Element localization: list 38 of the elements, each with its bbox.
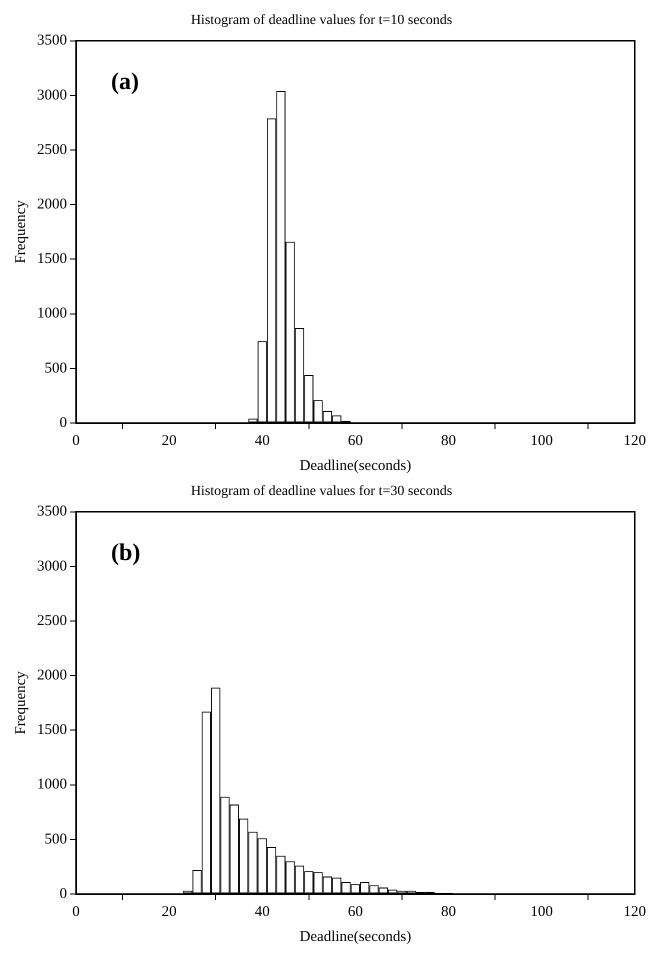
annotation: (a) bbox=[111, 69, 139, 96]
x-tick-label: 60 bbox=[348, 432, 363, 449]
y-tick-label: 500 bbox=[44, 831, 67, 848]
x-tick-label: 100 bbox=[530, 432, 553, 449]
y-tick-label: 2000 bbox=[37, 668, 67, 684]
y-tick-label: 2500 bbox=[37, 612, 67, 629]
y-tick-label: 500 bbox=[44, 360, 67, 376]
y-tick-label: 0 bbox=[60, 414, 67, 431]
x-tick-label: 0 bbox=[72, 904, 80, 920]
annotation: (b) bbox=[111, 540, 140, 566]
y-tick-label: 2500 bbox=[37, 142, 67, 158]
x-tick-label: 20 bbox=[162, 432, 177, 449]
y-tick-label: 1500 bbox=[37, 722, 67, 738]
x-tick-label: 120 bbox=[624, 432, 646, 449]
x-tick-label: 80 bbox=[441, 904, 456, 920]
x-tick-label: 40 bbox=[254, 432, 270, 449]
y-tick-label: 3500 bbox=[37, 504, 67, 520]
y-tick-label: 3500 bbox=[37, 32, 67, 49]
y-tick-label: 1500 bbox=[37, 251, 67, 268]
y-tick-label: 1000 bbox=[37, 306, 67, 322]
x-axis-title: Deadline(seconds) bbox=[300, 458, 412, 474]
x-tick-label: 20 bbox=[162, 904, 177, 920]
y-tick-label: 3000 bbox=[37, 87, 67, 104]
x-tick-label: 100 bbox=[530, 904, 553, 920]
y-axis-title: Frequency bbox=[12, 200, 29, 264]
x-axis-title: Deadline(seconds) bbox=[300, 928, 412, 945]
y-axis-title: Frequency bbox=[12, 670, 29, 735]
x-tick-label: 120 bbox=[624, 904, 646, 920]
chart-title: Histogram of deadline values for t=10 seconds bbox=[190, 13, 452, 28]
y-tick-label: 3000 bbox=[37, 558, 67, 574]
y-tick-label: 1000 bbox=[37, 776, 67, 793]
x-tick-label: 0 bbox=[72, 432, 80, 449]
y-tick-label: 2000 bbox=[37, 196, 67, 213]
x-tick-label: 80 bbox=[441, 432, 456, 449]
x-tick-label: 60 bbox=[348, 904, 363, 920]
y-tick-label: 0 bbox=[60, 886, 67, 902]
x-tick-label: 40 bbox=[254, 904, 270, 920]
chart-title: Histogram of deadline values for t=30 seconds bbox=[190, 484, 452, 500]
